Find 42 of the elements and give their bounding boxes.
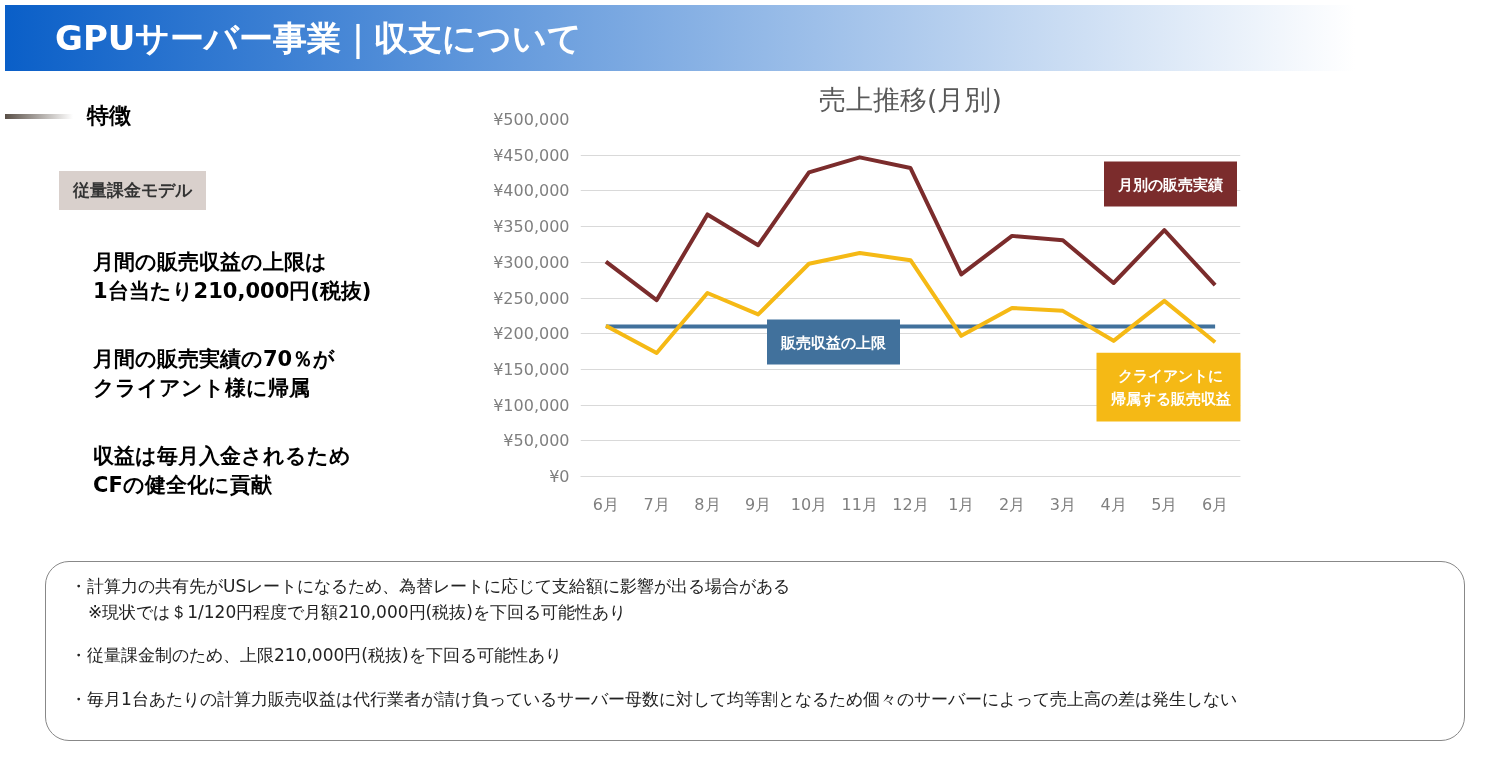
text: ・毎月1台あたりの計算力販売収益は代行業者が請け負っているサーバー母数に対して均等割となるため個々のサーバーによって売上高の差は発生しない (70, 687, 1238, 711)
chart-title: 売上推移(月別) (819, 83, 1002, 115)
text: 月間の販売収益の上限は (93, 249, 328, 276)
y-tick-label: ¥150,000 (493, 359, 570, 379)
y-tick-label: ¥450,000 (493, 145, 570, 165)
x-tick-label: 12月 (892, 494, 929, 514)
text: 1台当たり210,000円(税抜) (93, 278, 373, 306)
y-tick-label: ¥50,000 (503, 431, 570, 451)
y-tick-label: ¥0 (549, 467, 570, 486)
x-tick-label: 10月 (790, 494, 828, 514)
text: 月間の販売実績の70％が (93, 345, 337, 373)
x-tick-label: 5月 (1151, 494, 1178, 514)
x-tick-label: 4月 (1100, 494, 1127, 514)
y-tick-label: ¥350,000 (493, 217, 570, 237)
text: ※現状では＄1/120円程度で月額210,000円(税抜)を下回る可能性あり (88, 600, 627, 624)
x-tick-label: 8月 (694, 494, 721, 514)
ref-line-label: 販売収益の上限 (780, 333, 887, 351)
x-tick-label: 6月 (1202, 494, 1229, 514)
y-tick-label: ¥300,000 (493, 252, 570, 272)
y-tick-label: ¥500,000 (493, 110, 570, 129)
y-tick-label: ¥250,000 (493, 288, 570, 308)
text: CFの健全化に貢献 (93, 471, 273, 499)
x-tick-label: 3月 (1049, 494, 1076, 514)
x-tick-label: 2月 (998, 494, 1026, 514)
text: ・計算力の共有先がUSレートになるため、為替レートに応じて支給額に影響が出る場合がある (70, 575, 792, 598)
text: クライアント様に帰属 (93, 375, 311, 403)
x-tick-label: 1月 (948, 494, 975, 514)
y-tick-label: ¥200,000 (493, 324, 570, 344)
x-tick-label: 9月 (745, 494, 772, 514)
series-label: クライアントに帰属する販売収益 (1109, 366, 1231, 409)
x-tick-label: 6月 (592, 494, 619, 514)
text: 特徴 (87, 102, 131, 130)
y-tick-label: ¥100,000 (493, 395, 570, 415)
text: 月別の販売実績 (1117, 175, 1223, 193)
text: GPUサーバー事業｜収支について (5, 5, 1500, 71)
text: 従量課金モデル (59, 171, 206, 210)
x-tick-label: 11月 (841, 494, 878, 514)
line-series (603, 251, 1218, 355)
x-tick-label: 7月 (643, 494, 670, 514)
text: 収益は毎月入金されるため (93, 442, 352, 470)
y-tick-label: ¥400,000 (493, 181, 570, 201)
text: ・従量課金制のため、上限210,000円(税抜)を下回る可能性あり (70, 644, 563, 667)
